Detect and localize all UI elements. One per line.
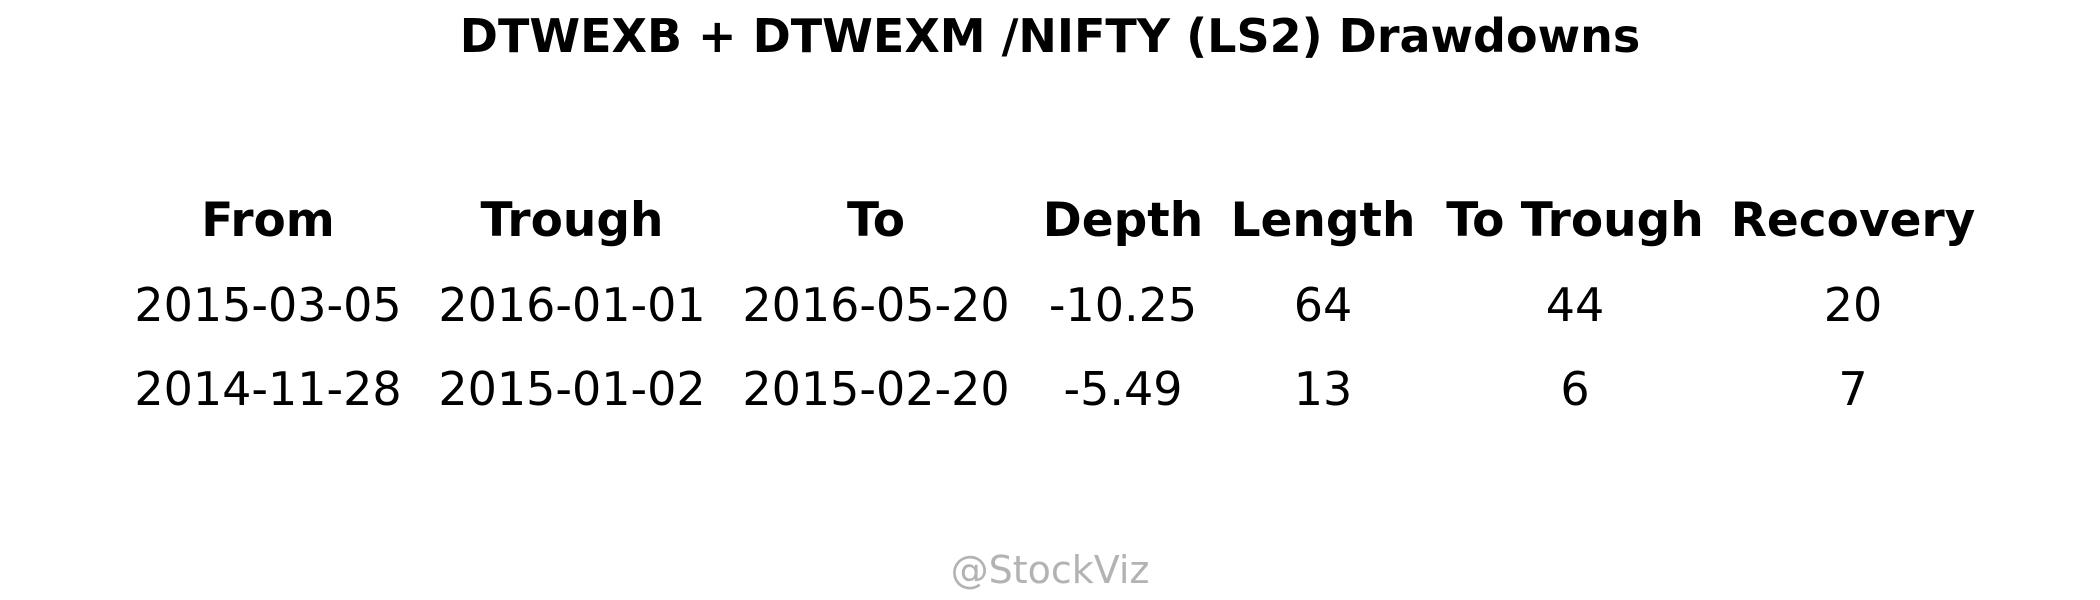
table-cell-depth: -10.25 (1048, 278, 1198, 332)
column-header-from: From (201, 193, 335, 248)
table-cell-from: 2014-11-28 (134, 362, 402, 416)
table-cell-depth: -5.49 (1063, 362, 1183, 416)
table-cell-to-trough: 44 (1545, 278, 1605, 332)
column-header-recovery: Recovery (1730, 193, 1976, 248)
column-header-to: To (846, 193, 906, 248)
table-cell-trough: 2016-01-01 (438, 278, 706, 332)
column-header-length: Length (1230, 193, 1416, 248)
column-header-trough: Trough (480, 193, 664, 248)
table-cell-to-trough: 6 (1560, 362, 1590, 416)
column-header-depth: Depth (1042, 193, 1204, 248)
table-cell-to: 2015-02-20 (742, 362, 1010, 416)
table-cell-length: 13 (1293, 362, 1353, 416)
table-cell-from: 2015-03-05 (134, 278, 402, 332)
table-cell-recovery: 20 (1823, 278, 1883, 332)
table-cell-trough: 2015-01-02 (438, 362, 706, 416)
watermark: @StockViz (950, 548, 1150, 592)
table-cell-recovery: 7 (1838, 362, 1868, 416)
table-cell-to: 2016-05-20 (742, 278, 1010, 332)
chart-title: DTWEXB + DTWEXM /NIFTY (LS2) Drawdowns (459, 9, 1641, 63)
table-cell-length: 64 (1293, 278, 1353, 332)
column-header-to-trough: To Trough (1446, 193, 1704, 248)
